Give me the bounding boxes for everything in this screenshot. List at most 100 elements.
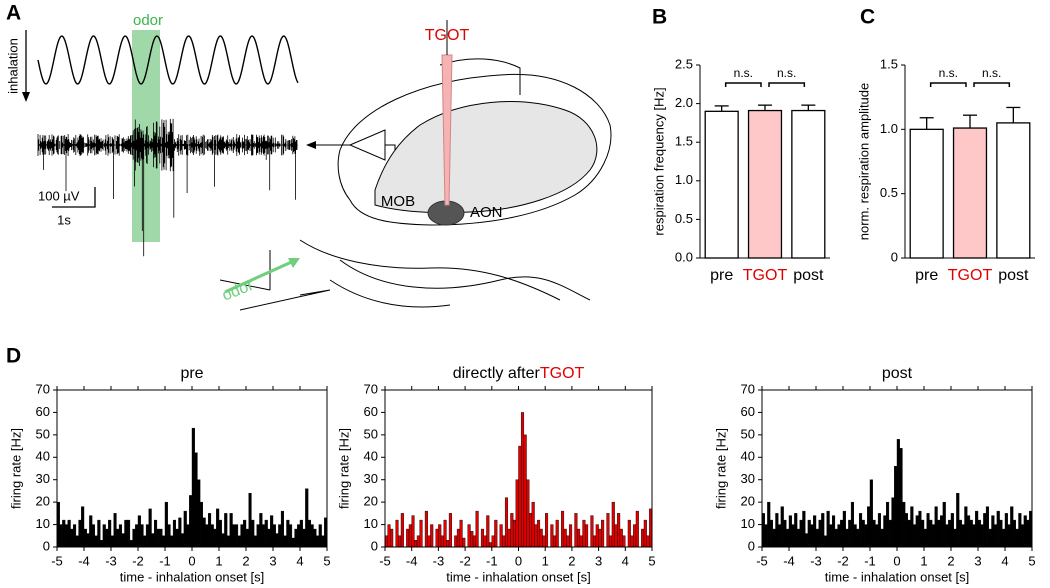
histogram-bar [183, 510, 187, 548]
histogram-bar [526, 479, 530, 548]
histogram-bar [121, 533, 125, 548]
histogram-bar [961, 524, 965, 548]
x-tick-label: 1 [542, 553, 549, 568]
histogram-bar [942, 501, 946, 548]
histogram-bar [199, 501, 204, 548]
histogram-bar [904, 513, 908, 548]
histogram-bar [764, 524, 768, 548]
histogram-bar [579, 535, 583, 548]
histogram-bar [802, 510, 806, 548]
y-tick-label: 50 [364, 426, 378, 441]
histogram-bar [191, 427, 195, 548]
histogram-bar [151, 533, 155, 548]
x-tick-label: -3 [433, 553, 445, 568]
histogram-bar [550, 524, 554, 548]
histogram-bar [499, 524, 503, 548]
chart-title: pre [180, 365, 203, 382]
bar [952, 127, 988, 259]
y-tick-label: 50 [741, 426, 755, 441]
x-tick-label: 4 [622, 553, 629, 568]
histogram-bar [86, 533, 90, 548]
histogram-bar [622, 535, 626, 548]
x-tick-label: post [793, 267, 824, 284]
y-tick-label: 20 [364, 494, 378, 509]
histogram-bar [395, 519, 399, 548]
histogram-bar [834, 528, 838, 548]
x-tick-label: 2 [568, 553, 575, 568]
y-tick-label: 60 [364, 404, 378, 419]
histogram-bar [113, 513, 117, 548]
histogram-bar [994, 524, 998, 548]
histogram-bar [542, 535, 546, 548]
histogram-bar [534, 524, 538, 548]
chart-title: directly afterTGOT [453, 365, 585, 382]
y-tick-label: 1.5 [880, 56, 898, 71]
histogram-bar [406, 528, 410, 548]
y-tick-label: 10 [36, 516, 50, 531]
histogram-bar [446, 540, 450, 548]
histogram-bar [523, 434, 527, 548]
histogram-bar [316, 535, 320, 548]
histogram-bar [275, 533, 279, 548]
histogram-bar [202, 517, 206, 548]
histogram-bar [443, 519, 447, 548]
histogram-bar [948, 519, 952, 548]
histogram-bar [531, 501, 535, 548]
histogram-bar [81, 506, 85, 548]
histogram-bar [237, 535, 241, 548]
scale-time: 1s [57, 212, 71, 227]
x-tick-label: 5 [648, 553, 655, 568]
histogram-bar [590, 515, 594, 548]
panel-label: D [6, 345, 21, 368]
x-tick-label: 3 [595, 553, 602, 568]
histogram-bar [545, 513, 549, 548]
histogram-bar [627, 519, 631, 548]
bracket [724, 82, 762, 87]
title-text: pre [180, 365, 203, 382]
histogram-bar [842, 510, 846, 548]
histogram-bar [419, 519, 423, 548]
histogram-bar [894, 466, 898, 548]
histogram-bar [480, 528, 484, 548]
bar [704, 110, 739, 259]
histogram-bar [143, 535, 147, 548]
title-text: post [882, 365, 913, 382]
histogram-bar [272, 524, 276, 548]
histogram-bar [772, 528, 776, 548]
histogram-bar [318, 524, 322, 548]
histogram-bar [504, 497, 509, 548]
y-tick-label: 40 [364, 449, 378, 464]
histogram-bar [598, 528, 602, 548]
respiration-trace [37, 35, 299, 85]
histogram-bar [132, 528, 136, 548]
histogram-bar [577, 528, 581, 548]
histogram-bar [467, 524, 471, 548]
y-tick-label: 10 [741, 516, 755, 531]
spike-trace [37, 118, 299, 257]
histogram-bar [956, 492, 960, 548]
histogram-bar [1007, 524, 1011, 548]
histogram-bar [297, 524, 301, 548]
outline [339, 259, 591, 301]
histogram-bar [1010, 506, 1014, 548]
histogram-bar [850, 501, 854, 548]
histogram-bar [240, 524, 244, 548]
histogram-bar [805, 533, 809, 548]
x-tick-label: 1 [920, 553, 927, 568]
histogram-bar [99, 540, 104, 548]
chart-title: post [882, 365, 913, 382]
histogram-bar [205, 524, 209, 548]
y-tick-label: 20 [36, 494, 50, 509]
histogram-bar [950, 513, 954, 548]
histogram-bar [216, 508, 220, 548]
histogram-bar [502, 535, 506, 548]
pipette [441, 54, 453, 206]
histogram-bar [321, 535, 325, 548]
histogram-bar [459, 519, 463, 548]
histogram-bar [926, 513, 930, 548]
histogram-bar [945, 524, 949, 548]
histogram-bar [999, 519, 1003, 548]
histogram-bar [186, 524, 190, 548]
bar [747, 109, 783, 259]
histogram-bar [262, 524, 266, 548]
